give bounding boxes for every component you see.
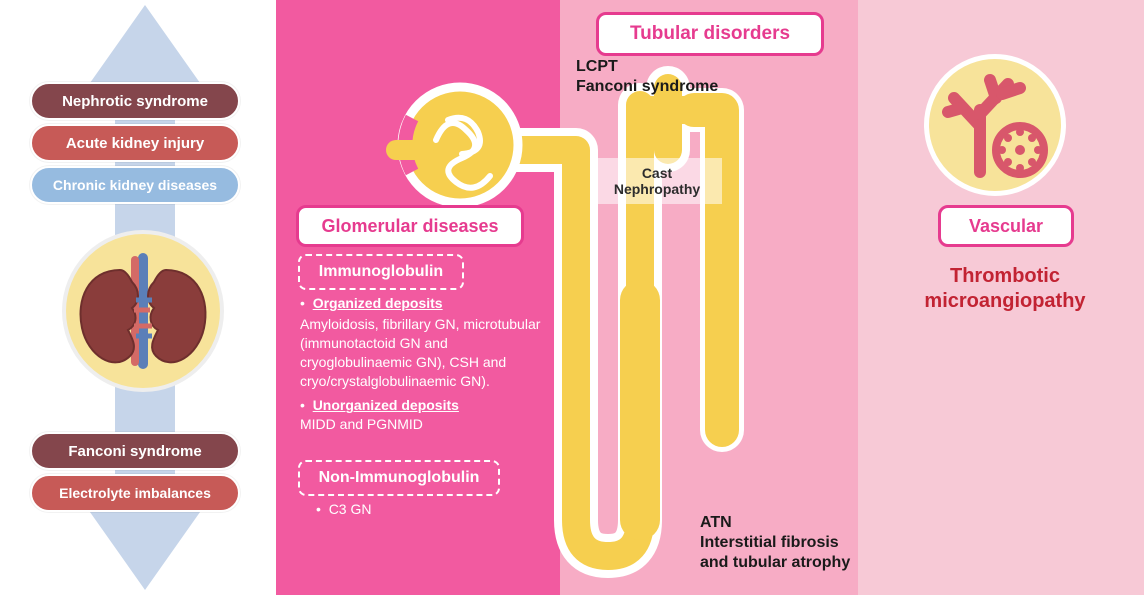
pill-electrolyte: Electrolyte imbalances — [30, 474, 240, 512]
pill-aki: Acute kidney injury — [30, 124, 240, 162]
pill-nephrotic: Nephrotic syndrome — [30, 82, 240, 120]
unorganized-body: MIDD and PGNMID — [300, 415, 546, 434]
organized-body: Amyloidosis, fibrillary GN, microtubular… — [300, 315, 546, 391]
vascular-icon — [924, 54, 1066, 196]
tubular-fanconi: Fanconi syndrome — [576, 78, 718, 96]
header-glomerular: Glomerular diseases — [296, 205, 524, 247]
cast-l1: Cast — [642, 165, 672, 181]
header-tubular: Tubular disorders — [596, 12, 824, 56]
tubular-fibrosis2: and tubular atrophy — [700, 554, 850, 572]
header-vascular: Vascular — [938, 205, 1074, 247]
cast-l2: Nephropathy — [614, 181, 700, 197]
immunoglobulin-box: Immunoglobulin — [298, 254, 464, 290]
glomerular-text: • Organized deposits Amyloidosis, fibril… — [300, 294, 546, 434]
tubular-atn: ATN — [700, 514, 732, 532]
vascular-text: Thrombotic microangiopathy — [900, 264, 1110, 314]
pill-ckd: Chronic kidney diseases — [30, 166, 240, 204]
nonimmuno-box: Non-Immunoglobulin — [298, 460, 500, 496]
tubular-lcpt: LCPT — [576, 58, 618, 76]
pill-fanconi: Fanconi syndrome — [30, 432, 240, 470]
organized-h: Organized deposits — [313, 295, 443, 311]
unorganized-h: Unorganized deposits — [313, 397, 459, 413]
c3gn: • C3 GN — [316, 500, 371, 519]
cast-nephropathy-box: Cast Nephropathy — [592, 158, 722, 204]
diagram-root: Nephrotic syndrome Acute kidney injury C… — [0, 0, 1144, 595]
tubular-fibrosis1: Interstitial fibrosis — [700, 534, 839, 552]
c3gn-text: C3 GN — [329, 501, 372, 517]
kidney-icon — [62, 230, 224, 392]
